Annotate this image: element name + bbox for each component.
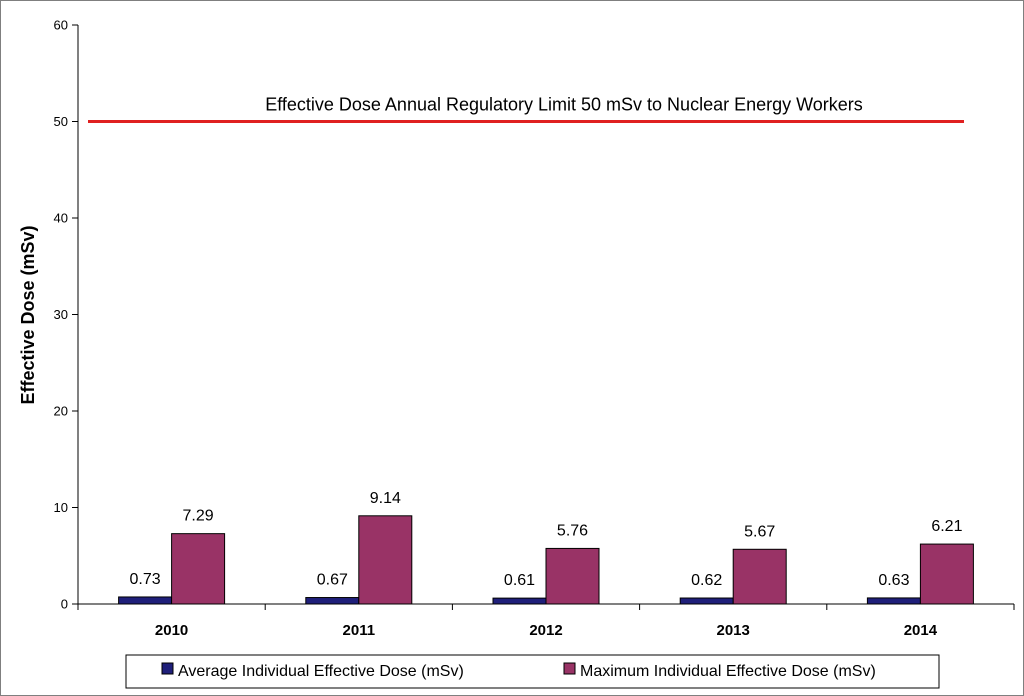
bar-maximum: [919, 543, 974, 605]
legend-box: [125, 654, 940, 689]
y-tick-label: 10: [54, 500, 68, 515]
y-tick-label: 30: [54, 307, 68, 322]
bar-average: [866, 597, 921, 605]
bar-average: [679, 597, 734, 605]
y-tick-label: 60: [54, 18, 68, 33]
x-category-label: 2013: [717, 622, 750, 639]
legend-entry: Average Individual Effective Dose (mSv): [178, 663, 464, 680]
data-label: 6.21: [931, 518, 962, 535]
y-tick-label: 20: [54, 404, 68, 419]
x-category-label: 2010: [155, 622, 188, 639]
data-label: 0.62: [691, 572, 722, 589]
y-axis: 0 10 20 30 40 50 60: [54, 18, 79, 612]
reference-line-group: Effective Dose Annual Regulatory Limit 5…: [88, 95, 964, 123]
bar-maximum: [358, 515, 413, 605]
bar-average: [492, 597, 547, 605]
y-tick-label: 0: [61, 597, 68, 612]
legend-entry: Maximum Individual Effective Dose (mSv): [580, 663, 876, 680]
bar-maximum: [732, 548, 787, 605]
data-label: 0.73: [130, 571, 161, 588]
data-labels: 0.73 0.67 0.61 0.62 0.63 7.29 9.14 5.76 5.67 6.21: [130, 490, 963, 589]
x-category-label: 2012: [529, 622, 562, 639]
y-axis-label: Effective Dose (mSv): [18, 225, 38, 404]
data-label: 0.63: [878, 572, 909, 589]
bar-average: [118, 596, 173, 605]
data-label: 0.61: [504, 572, 535, 589]
data-label: 9.14: [370, 490, 401, 507]
bar-maximum: [171, 533, 226, 605]
data-label: 0.67: [317, 572, 348, 589]
legend: Average Individual Effective Dose (mSv) M…: [125, 654, 940, 689]
data-label: 5.76: [557, 522, 588, 539]
bars: [118, 515, 974, 605]
legend-swatch: [161, 662, 174, 675]
data-label: 7.29: [183, 508, 214, 525]
y-tick-label: 50: [54, 114, 68, 129]
data-label: 5.67: [744, 523, 775, 540]
bar-maximum: [545, 547, 600, 605]
y-tick-label: 40: [54, 211, 68, 226]
bar-average: [305, 597, 360, 605]
x-axis: 2010 2011 2012 2013 2014: [77, 603, 1015, 639]
x-category-label: 2014: [904, 622, 938, 639]
regulatory-limit-label: Effective Dose Annual Regulatory Limit 5…: [265, 95, 863, 115]
x-category-label: 2011: [343, 622, 376, 639]
legend-swatch: [563, 662, 576, 675]
